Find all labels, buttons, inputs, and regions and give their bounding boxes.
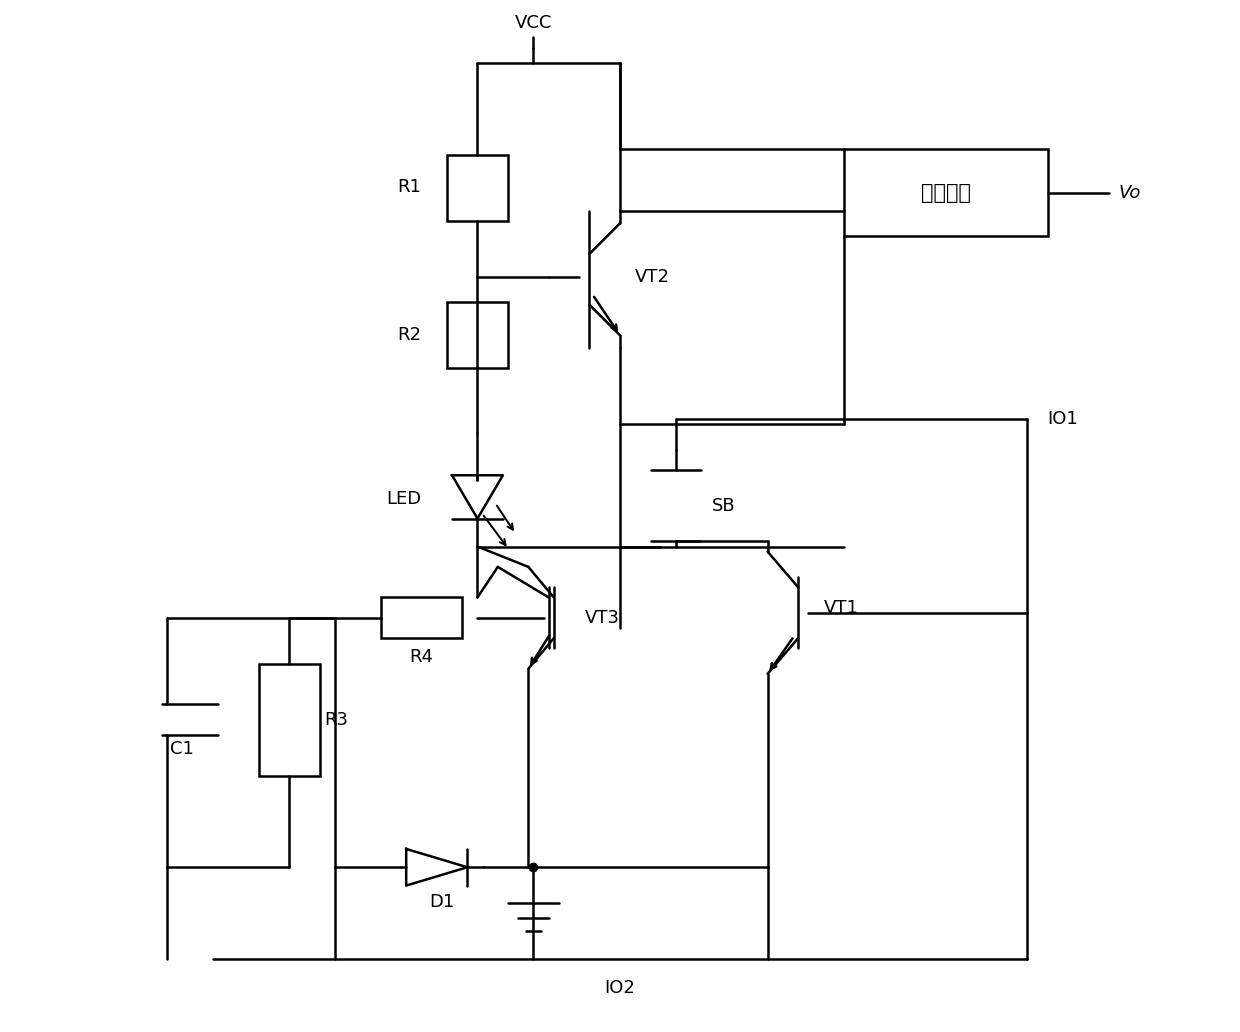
Text: IO1: IO1	[1048, 411, 1079, 428]
Text: D1: D1	[429, 893, 454, 910]
Bar	[381, 598, 463, 638]
Text: Vo: Vo	[1118, 184, 1141, 201]
Text: R3: R3	[325, 711, 348, 729]
Text: R4: R4	[409, 648, 434, 667]
Text: R1: R1	[398, 179, 422, 196]
Bar	[259, 664, 320, 776]
Text: 稳压模块: 稳压模块	[921, 183, 971, 202]
Text: SB: SB	[712, 496, 735, 515]
Bar	[844, 150, 1048, 236]
Bar	[446, 155, 508, 221]
Text: C1: C1	[170, 740, 195, 757]
Text: VT2: VT2	[635, 267, 671, 286]
Text: R2: R2	[398, 326, 422, 344]
Text: VCC: VCC	[515, 14, 552, 32]
Text: VT1: VT1	[823, 599, 858, 617]
Text: IO2: IO2	[605, 979, 635, 997]
Bar	[446, 302, 508, 368]
Text: VT3: VT3	[584, 609, 619, 626]
Text: LED: LED	[387, 490, 422, 508]
